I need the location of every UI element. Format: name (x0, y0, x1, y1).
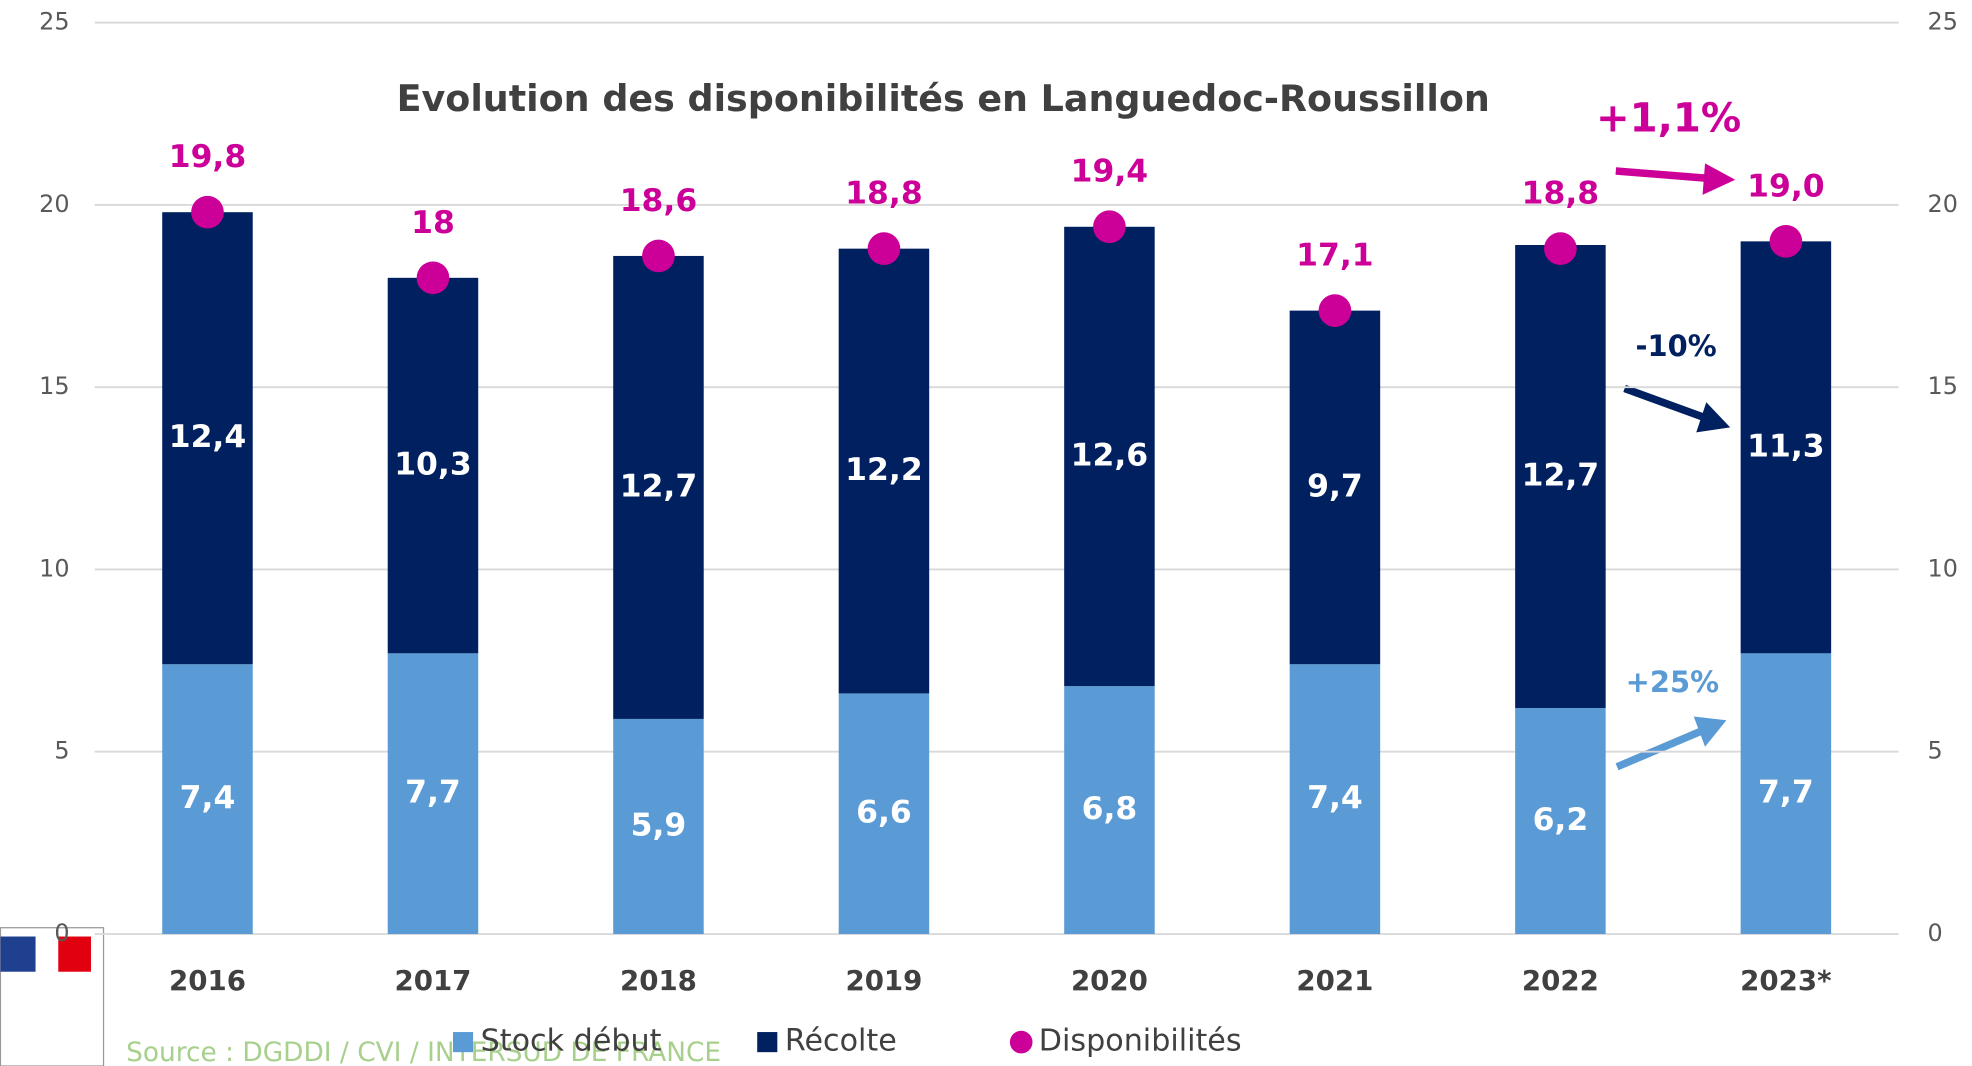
x-tick-label: 2022 (1522, 964, 1599, 997)
y2-tick-label: 20 (1928, 190, 1958, 218)
dot (1544, 232, 1577, 265)
dot (1769, 225, 1803, 258)
dot (191, 195, 224, 229)
bar-segment (613, 718, 704, 935)
bar-segment (162, 664, 253, 935)
dot (1318, 294, 1352, 327)
data-label: 18,6 (620, 183, 698, 219)
y2-tick-label: 10 (1928, 554, 1958, 582)
data-label: 6,6 (856, 795, 912, 831)
bar-segment (1740, 241, 1832, 654)
bar-segment (1289, 664, 1381, 935)
data-label: 17,1 (1296, 238, 1373, 274)
source: Source : DGDDI / CVI / INTERSUD DE FRANC… (126, 1038, 721, 1066)
y2-tick-label: 25 (1928, 8, 1958, 36)
annotation: -10% (1636, 329, 1717, 363)
x-tick-label: 2016 (169, 964, 246, 997)
y-tick-label: 5 (54, 737, 69, 765)
x-tick-label: 2023* (1740, 964, 1831, 997)
bar-segment (387, 277, 479, 654)
bar-segment (1515, 707, 1606, 935)
bar-segment (613, 255, 704, 719)
data-label: 12,2 (845, 452, 923, 488)
logo (0, 927, 105, 1066)
data-label: 18,8 (1522, 176, 1600, 212)
y-tick-label: 0 (54, 919, 69, 947)
dot (642, 239, 675, 273)
x-tick-label: 2017 (394, 964, 471, 997)
x-tick-label: 2018 (620, 964, 697, 997)
data-label: 10,3 (394, 447, 472, 483)
bar-segment (1064, 686, 1155, 935)
bar-segment (1740, 653, 1832, 935)
legend-swatch (453, 1032, 474, 1053)
y-tick-label: 25 (39, 8, 69, 36)
bar-segment (1289, 310, 1381, 665)
data-label: 12,4 (169, 419, 247, 455)
data-label: 11,3 (1747, 428, 1825, 464)
annotation: +1,1% (1596, 96, 1741, 142)
bar-segment (1515, 245, 1606, 708)
legend-swatch (1009, 1030, 1033, 1054)
arrows (1615, 163, 1736, 771)
bar-segment (838, 693, 930, 935)
dot (1093, 210, 1126, 244)
bar-segment (1064, 226, 1155, 687)
bar-segment (162, 212, 253, 665)
chart-title: Evolution des disponibilités en Languedo… (397, 77, 1490, 120)
y2-tick-label: 5 (1928, 737, 1943, 765)
data-label: 18,8 (845, 176, 923, 212)
y-tick-label: 15 (39, 372, 69, 400)
y-tick-label: 10 (39, 554, 69, 582)
data-label: 9,7 (1307, 468, 1363, 504)
data-label: 6,2 (1533, 802, 1589, 838)
data-label: 12,7 (1522, 457, 1600, 493)
data-label: 6,8 (1082, 791, 1138, 827)
data-label: 7,7 (1758, 775, 1814, 811)
x-tick-label: 2020 (1071, 964, 1148, 997)
annotation: +25% (1626, 665, 1719, 699)
data-label: 7,4 (1307, 780, 1363, 816)
y2-tick-label: 15 (1928, 372, 1958, 400)
data-label: 18 (411, 205, 455, 241)
bar-segment (838, 248, 930, 694)
legend-label: Récolte (785, 1024, 897, 1059)
data-label: 7,7 (405, 775, 461, 811)
legend-swatch (757, 1032, 778, 1053)
x-tick-label: 2021 (1296, 964, 1373, 997)
legend-label: Disponibilités (1039, 1024, 1242, 1059)
x-tick-label: 2019 (845, 964, 922, 997)
bar-segment (387, 653, 479, 935)
data-label: 12,7 (620, 468, 698, 504)
data-label: 19,0 (1747, 168, 1825, 204)
data-label: 19,4 (1071, 154, 1149, 190)
y2-tick-label: 0 (1928, 919, 1943, 947)
dot (416, 261, 450, 295)
data-label: 7,4 (180, 780, 236, 816)
y-tick-label: 20 (39, 190, 69, 218)
dot (867, 232, 901, 265)
legend-label: Stock début (481, 1024, 662, 1059)
data-label: 5,9 (631, 807, 687, 843)
data-label: 19,8 (169, 139, 247, 175)
data-label: 12,6 (1071, 437, 1149, 473)
